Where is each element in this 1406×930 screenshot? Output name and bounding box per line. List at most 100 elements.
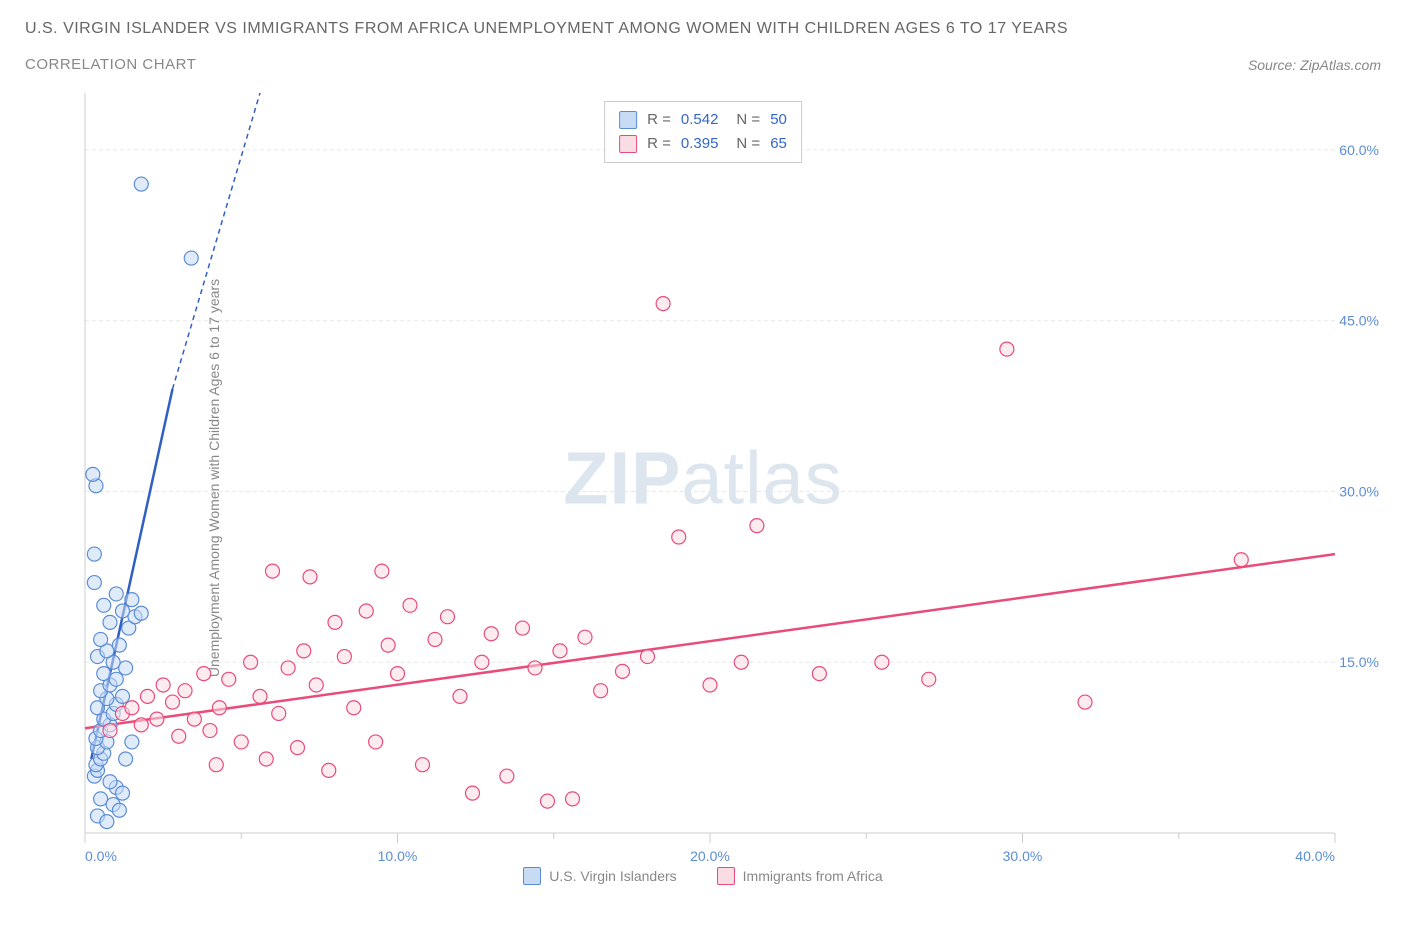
scatter-point	[594, 684, 608, 698]
scatter-point	[303, 570, 317, 584]
legend-label: U.S. Virgin Islanders	[549, 868, 676, 884]
scatter-point	[259, 752, 273, 766]
n-label: N =	[736, 108, 760, 132]
scatter-point	[103, 724, 117, 738]
y-tick-label: 60.0%	[1339, 142, 1379, 158]
bottom-legend: U.S. Virgin Islanders Immigrants from Afr…	[0, 867, 1406, 885]
y-axis-label: Unemployment Among Women with Children A…	[206, 279, 222, 677]
x-tick-label: 30.0%	[1003, 848, 1043, 863]
scatter-point	[134, 718, 148, 732]
scatter-point	[253, 689, 267, 703]
scatter-point	[97, 667, 111, 681]
scatter-point	[100, 815, 114, 829]
scatter-point	[381, 638, 395, 652]
scatter-point	[184, 251, 198, 265]
scatter-point	[566, 792, 580, 806]
scatter-point	[375, 564, 389, 578]
scatter-point	[328, 615, 342, 629]
scatter-point	[97, 598, 111, 612]
scatter-point	[272, 706, 286, 720]
legend-swatch	[619, 135, 637, 153]
scatter-point	[103, 775, 117, 789]
scatter-point	[656, 297, 670, 311]
r-label: R =	[647, 132, 671, 156]
scatter-point	[309, 678, 323, 692]
scatter-point	[119, 661, 133, 675]
scatter-point	[166, 695, 180, 709]
scatter-point	[212, 701, 226, 715]
chart-source: Source: ZipAtlas.com	[1248, 57, 1381, 73]
scatter-point	[578, 630, 592, 644]
scatter-point	[922, 672, 936, 686]
scatter-point	[391, 667, 405, 681]
scatter-point	[484, 627, 498, 641]
scatter-point	[134, 606, 148, 620]
scatter-point	[86, 467, 100, 481]
scatter-point	[109, 672, 123, 686]
scatter-point	[812, 667, 826, 681]
n-label: N =	[736, 132, 760, 156]
scatter-point	[266, 564, 280, 578]
scatter-point	[291, 741, 305, 755]
n-value: 65	[770, 132, 787, 156]
scatter-point	[234, 735, 248, 749]
legend-item: Immigrants from Africa	[717, 867, 883, 885]
scatter-point	[475, 655, 489, 669]
legend-label: Immigrants from Africa	[743, 868, 883, 884]
scatter-point	[672, 530, 686, 544]
scatter-point	[125, 593, 139, 607]
scatter-point	[87, 576, 101, 590]
scatter-point	[109, 587, 123, 601]
scatter-point	[141, 689, 155, 703]
y-tick-label: 45.0%	[1339, 313, 1379, 329]
scatter-point	[94, 632, 108, 646]
n-value: 50	[770, 108, 787, 132]
scatter-point	[209, 758, 223, 772]
r-value: 0.542	[681, 108, 719, 132]
scatter-point	[347, 701, 361, 715]
scatter-point	[156, 678, 170, 692]
scatter-point	[244, 655, 258, 669]
scatter-point	[541, 794, 555, 808]
x-tick-label: 40.0%	[1295, 848, 1335, 863]
scatter-point	[553, 644, 567, 658]
scatter-point	[125, 735, 139, 749]
x-tick-label: 0.0%	[85, 848, 117, 863]
stats-box: R =0.542N =50R =0.395N =65	[604, 101, 802, 163]
scatter-point	[172, 729, 186, 743]
scatter-point	[178, 684, 192, 698]
scatter-point	[116, 604, 130, 618]
scatter-point	[187, 712, 201, 726]
scatter-point	[94, 792, 108, 806]
scatter-point	[369, 735, 383, 749]
scatter-point	[337, 650, 351, 664]
scatter-point	[453, 689, 467, 703]
scatter-point	[750, 519, 764, 533]
scatter-point	[125, 701, 139, 715]
scatter-point	[641, 650, 655, 664]
scatter-point	[428, 632, 442, 646]
r-label: R =	[647, 108, 671, 132]
scatter-point	[116, 689, 130, 703]
scatter-point	[203, 724, 217, 738]
legend-swatch	[619, 111, 637, 129]
scatter-point	[1000, 342, 1014, 356]
scatter-point	[103, 615, 117, 629]
chart-header: U.S. VIRGIN ISLANDER VS IMMIGRANTS FROM …	[0, 0, 1406, 83]
scatter-point	[703, 678, 717, 692]
legend-swatch	[717, 867, 735, 885]
legend-swatch	[523, 867, 541, 885]
scatter-point	[112, 803, 126, 817]
y-tick-label: 15.0%	[1339, 654, 1379, 670]
stats-row: R =0.395N =65	[619, 132, 787, 156]
scatter-chart: 15.0%30.0%45.0%60.0%0.0%10.0%20.0%30.0%4…	[25, 93, 1381, 863]
chart-container: Unemployment Among Women with Children A…	[25, 93, 1381, 863]
scatter-point	[516, 621, 530, 635]
subtitle-row: CORRELATION CHART Source: ZipAtlas.com	[25, 56, 1381, 73]
scatter-point	[466, 786, 480, 800]
x-tick-label: 20.0%	[690, 848, 730, 863]
stats-row: R = 0.542 N = 50	[619, 108, 787, 132]
x-tick-label: 10.0%	[378, 848, 418, 863]
scatter-point	[528, 661, 542, 675]
scatter-point	[441, 610, 455, 624]
